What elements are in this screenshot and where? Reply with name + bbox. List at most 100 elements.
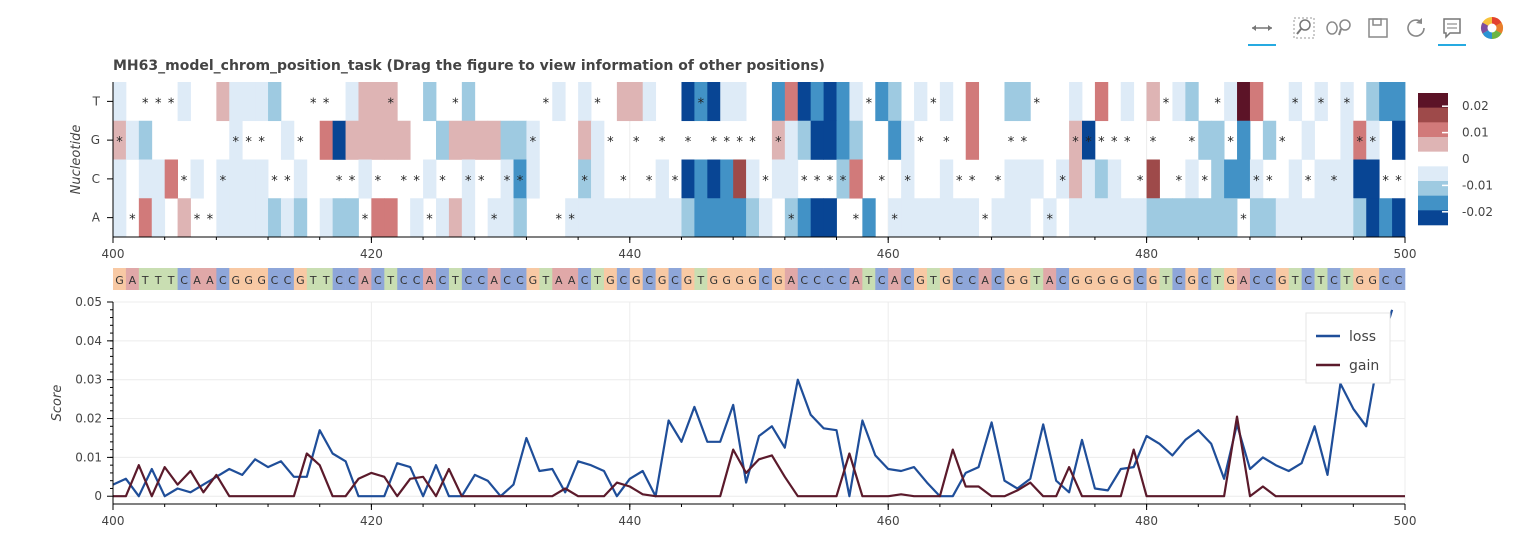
reference-marker: * (168, 96, 175, 111)
sequence-base-cell (978, 268, 992, 290)
heatmap-cell (436, 120, 450, 160)
heatmap-cell (591, 120, 605, 160)
heatmap-cell (797, 82, 812, 122)
heatmap-cell (1030, 159, 1044, 199)
plot-toolbar (1244, 12, 1508, 46)
sequence-base-cell (513, 268, 527, 290)
heatmap-cell (164, 159, 178, 199)
sequence-base-cell (242, 268, 256, 290)
sequence-base-label: A (129, 274, 137, 287)
heatmap-cell (1314, 82, 1328, 122)
sequence-base-label: G (722, 274, 731, 287)
heatmap-cell (229, 159, 243, 199)
heatmap-cell (138, 159, 153, 199)
line-chart-y-tick-label: 0.04 (75, 334, 102, 348)
save-tool[interactable] (1362, 12, 1394, 44)
heatmap-row-label: G (91, 133, 100, 147)
heatmap-cell (1379, 198, 1393, 238)
heatmap-cell (1107, 159, 1122, 199)
reference-marker: * (814, 174, 821, 189)
sequence-base-label: G (1356, 274, 1365, 287)
reference-marker: * (1357, 135, 1364, 150)
sequence-base-label: C (1253, 274, 1261, 287)
sequence-base-label: C (904, 274, 912, 287)
heatmap-cell (1392, 198, 1406, 238)
sequence-base-label: A (193, 274, 201, 287)
heatmap-cell (965, 198, 980, 238)
sequence-base-label: C (1136, 274, 1144, 287)
box-zoom-tool[interactable] (1288, 12, 1320, 44)
reference-marker: * (413, 174, 420, 189)
heatmap-cell (1107, 198, 1122, 238)
sequence-base-cell (190, 268, 204, 290)
sequence-base-label: C (439, 274, 447, 287)
heatmap-cell (177, 82, 191, 122)
sequence-base-cell (1327, 268, 1341, 290)
reference-marker: * (1331, 174, 1338, 189)
heatmap-cell (1249, 159, 1264, 199)
heatmap-cell (1340, 120, 1354, 160)
sequence-base-label: G (710, 274, 719, 287)
reference-marker: * (1253, 174, 1260, 189)
heatmap-cell (965, 82, 980, 122)
sequence-base-label: C (619, 274, 627, 287)
heatmap-cell (384, 120, 398, 160)
sequence-base-cell (229, 268, 243, 290)
sequence-base-label: G (115, 274, 124, 287)
heatmap-cell (371, 82, 385, 122)
sequence-base-cell (138, 268, 153, 290)
reference-marker: * (1137, 174, 1144, 189)
reference-marker: * (491, 213, 498, 228)
reference-marker: * (1395, 174, 1402, 189)
series-line-gain (113, 415, 1405, 498)
heatmap-cell (487, 198, 501, 238)
wheel-zoom-tool[interactable] (1324, 12, 1356, 44)
heatmap-cell (720, 159, 734, 199)
heatmap-cell (1224, 82, 1238, 122)
heatmap-cell (500, 159, 514, 199)
heatmap-row-label: A (92, 211, 101, 225)
reference-marker: * (439, 174, 446, 189)
sequence-base-label: C (180, 274, 188, 287)
heatmap-cell (268, 198, 282, 238)
sequence-base-cell (914, 268, 928, 290)
hover-tool[interactable] (1436, 12, 1468, 46)
sequence-base-label: C (348, 274, 356, 287)
bokeh-logo[interactable] (1476, 12, 1508, 44)
heatmap-cell (655, 198, 669, 238)
heatmap-cell (1340, 82, 1354, 122)
heatmap-cell (1159, 198, 1173, 238)
heatmap-cell (810, 198, 824, 238)
heatmap-cell (616, 198, 631, 238)
line-chart-y-tick-label: 0 (94, 489, 102, 503)
reference-marker: * (543, 96, 550, 111)
reference-marker: * (1292, 96, 1299, 111)
reset-tool[interactable] (1400, 12, 1432, 44)
heatmap-cell (358, 159, 372, 199)
sequence-base-cell (448, 268, 463, 290)
heatmap-cell (1237, 159, 1251, 199)
reference-marker: * (1305, 174, 1312, 189)
reference-marker: * (866, 96, 873, 111)
heatmap-cell (578, 120, 592, 160)
reference-marker: * (142, 96, 149, 111)
heatmap-cell (1069, 120, 1083, 160)
sequence-base-cell (1043, 268, 1057, 290)
sequence-base-cell (1069, 268, 1083, 290)
xpan-tool[interactable] (1246, 12, 1278, 46)
heatmap-cell (591, 159, 605, 199)
reference-marker: * (943, 135, 950, 150)
heatmap-cell (1004, 82, 1018, 122)
sequence-base-label: T (322, 274, 330, 287)
heatmap-cell (1327, 198, 1341, 238)
heatmap-cell (1120, 198, 1135, 238)
reference-marker: * (672, 174, 679, 189)
sequence-base-label: C (671, 274, 679, 287)
sequence-base-cell (797, 268, 811, 290)
sequence-base-cell (655, 268, 669, 290)
heatmap-cell (914, 198, 928, 238)
sequence-base-cell (1249, 268, 1264, 290)
heatmap-cell (888, 82, 902, 122)
line-chart-y-tick-label: 0.02 (75, 412, 102, 426)
